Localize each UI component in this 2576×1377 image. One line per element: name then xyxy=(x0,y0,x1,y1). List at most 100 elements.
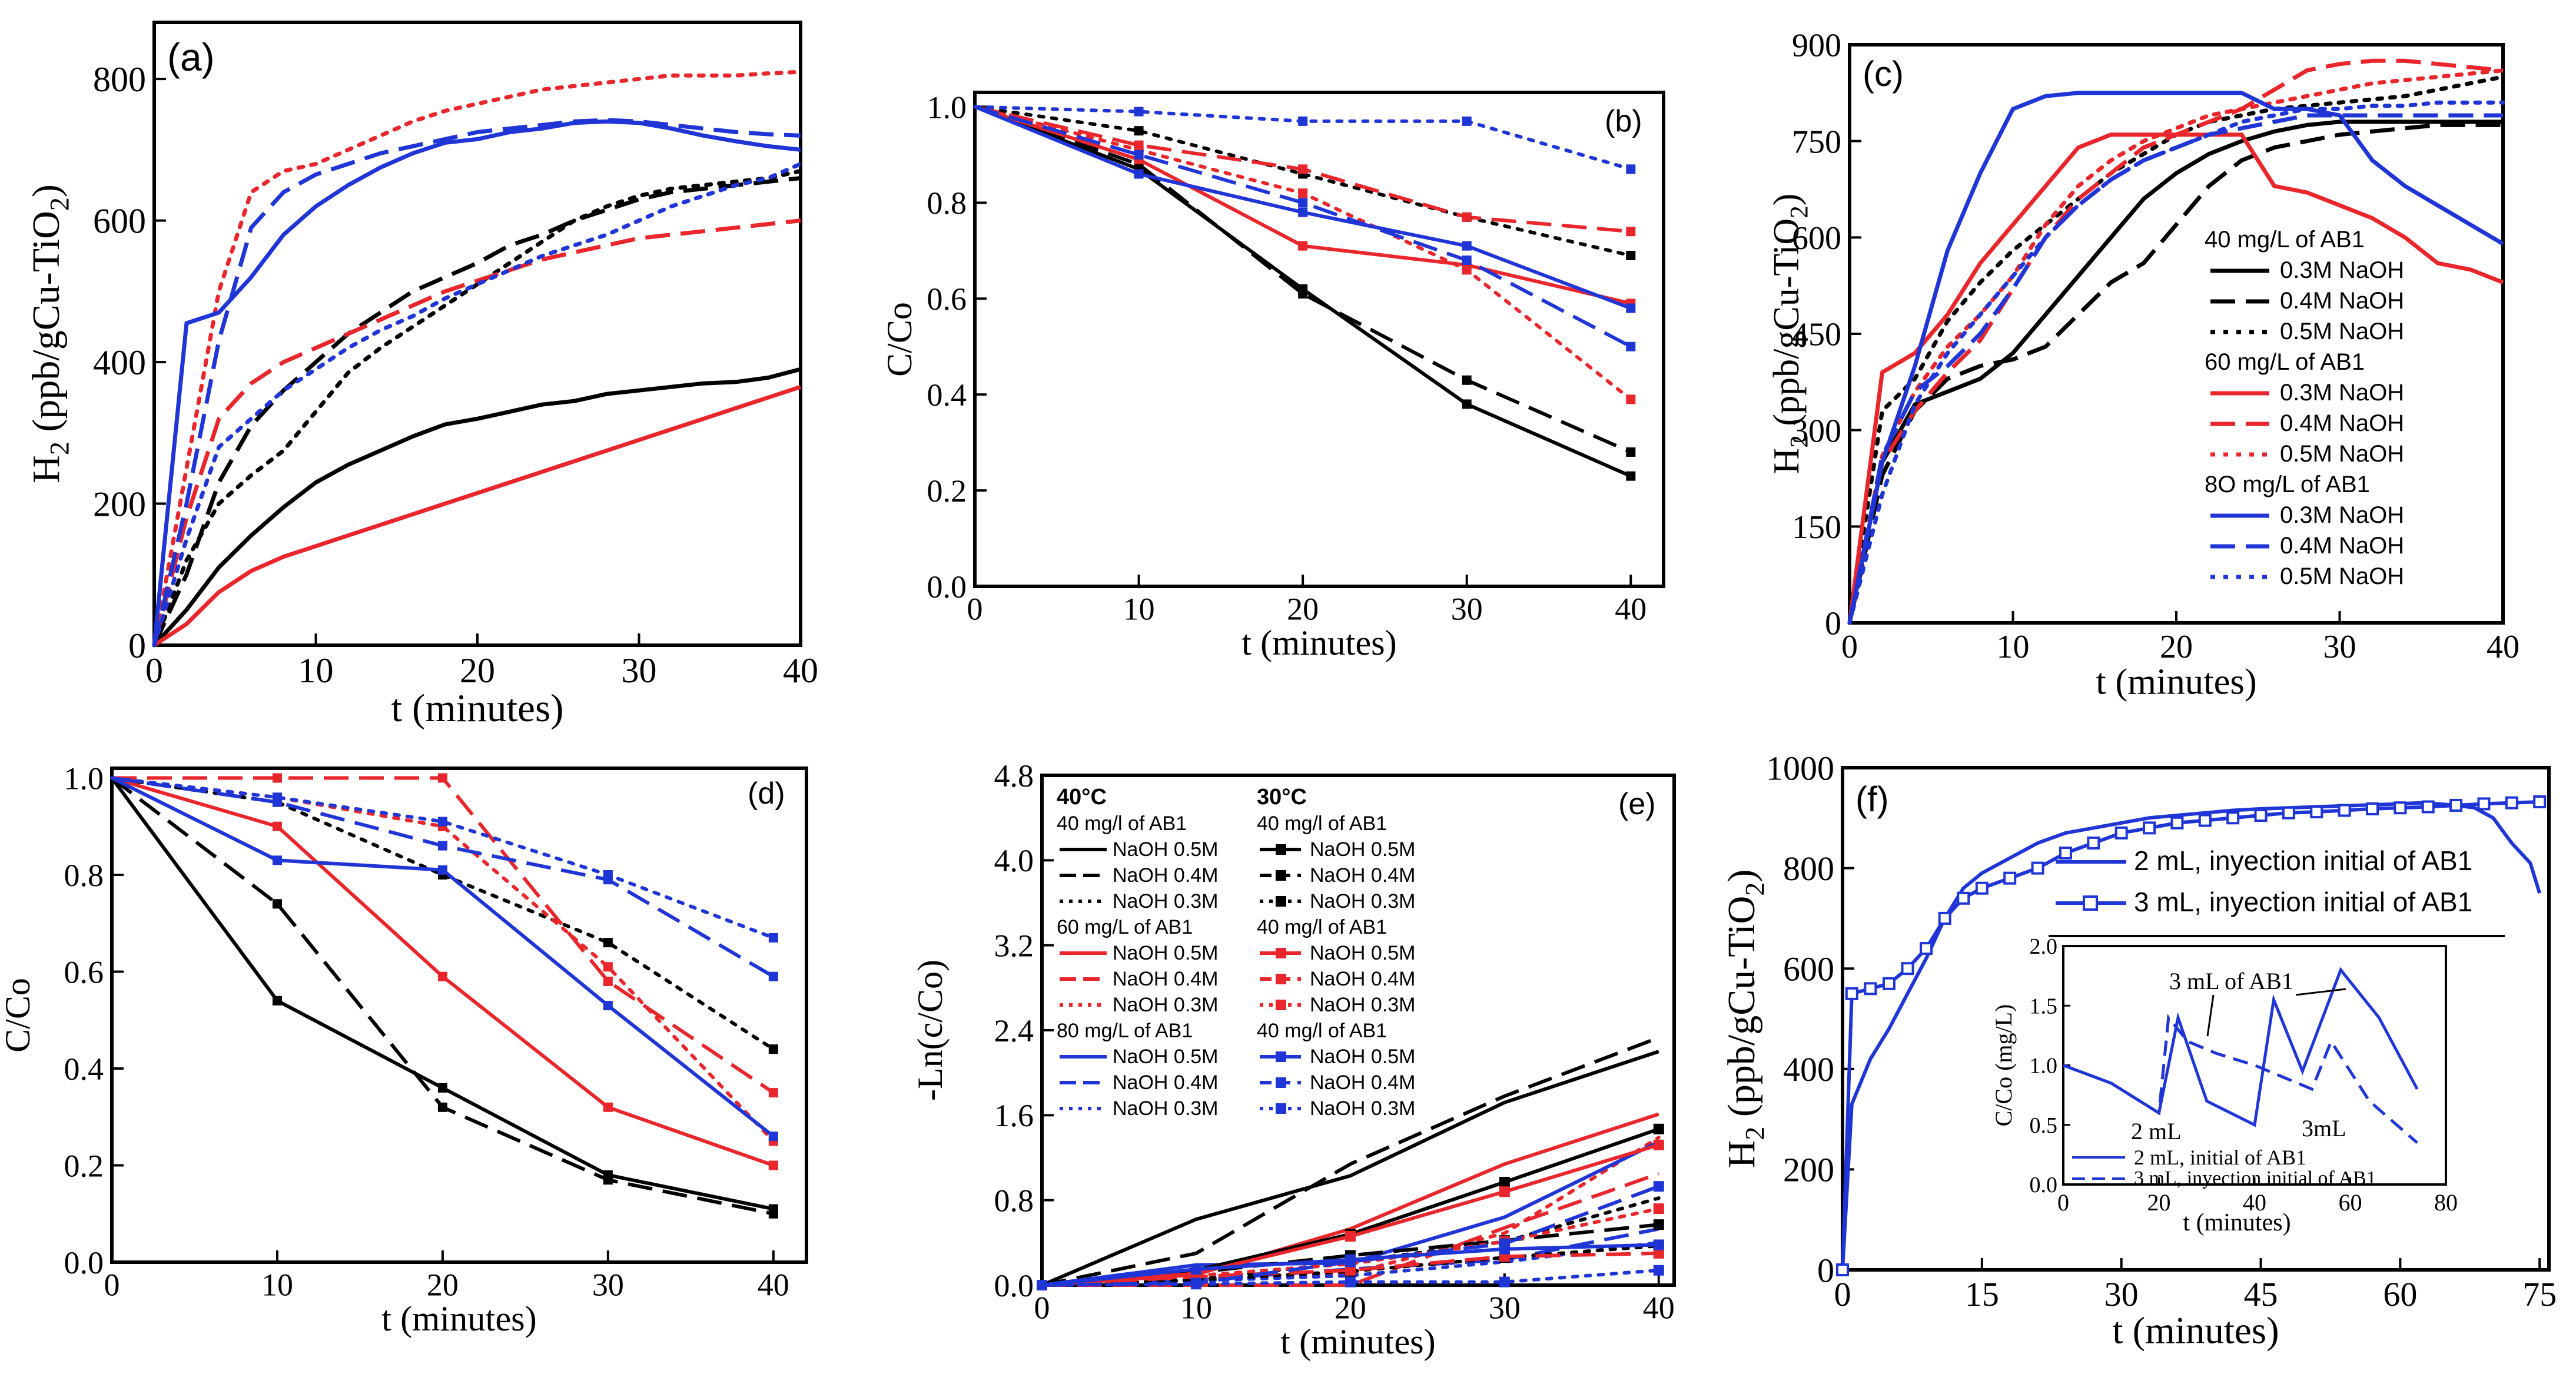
x-tick-label: 30 xyxy=(592,1267,624,1303)
x-axis-label: t (minutes) xyxy=(2112,1310,2279,1352)
series-line-0 xyxy=(152,367,801,647)
panel-tag: (f) xyxy=(1855,779,1889,819)
legend-item: NaOH 0.4M xyxy=(1310,1071,1416,1094)
legend-item: NaOH 0.3M xyxy=(1113,994,1219,1016)
series-line-1 xyxy=(1847,122,2503,623)
x-tick-label: 45 xyxy=(2244,1275,2278,1313)
legend-marker xyxy=(1276,870,1286,881)
y-tick-label: 0.0 xyxy=(927,569,967,605)
x-axis-label: t (minutes) xyxy=(391,686,564,730)
panel-e: 0 10 20 30 40 0.0 0.8 1.6 2.4 3.2 4.0 4.8 t (minutes… xyxy=(911,758,1676,1362)
data-point xyxy=(2059,847,2072,860)
data-point xyxy=(2226,811,2240,825)
x-tick-label: 10 xyxy=(298,651,334,690)
data-point xyxy=(1626,471,1636,481)
series-line-10 xyxy=(1041,1223,1659,1287)
data-point xyxy=(1653,1265,1664,1276)
x-axis-label: t (minutes) xyxy=(1241,623,1397,663)
legend-col-title: 40°C xyxy=(1057,785,1107,809)
data-point xyxy=(603,1175,613,1185)
y-tick-label: 0.8 xyxy=(64,858,104,893)
legend-item: 3 mL, inyection initial of AB1 xyxy=(2134,887,2472,917)
data-point xyxy=(768,1088,778,1098)
x-tick-label: 20 xyxy=(2160,629,2193,665)
y-tick-label: 450 xyxy=(1792,317,1841,353)
legend-group-title: 60 mg/L of AB1 xyxy=(1057,916,1193,938)
data-point xyxy=(272,773,282,783)
data-point xyxy=(1957,891,1970,905)
legend-marker xyxy=(1276,1077,1286,1088)
y-tick-label: 1.6 xyxy=(994,1098,1034,1133)
data-point xyxy=(1462,241,1472,251)
series-line-8 xyxy=(1847,100,2505,625)
x-tick-label: 30 xyxy=(622,651,657,690)
data-point xyxy=(1836,1263,1849,1276)
data-point xyxy=(2533,795,2547,809)
data-point xyxy=(2087,836,2100,850)
x-axis-label: t (minutes) xyxy=(1280,1322,1436,1362)
y-tick-label: 0.2 xyxy=(64,1148,104,1183)
legend-item: NaOH 0.5M xyxy=(1310,1046,1416,1068)
x-tick-label: 10 xyxy=(261,1267,293,1303)
data-point xyxy=(437,1083,447,1093)
y-tick-label: 150 xyxy=(1792,509,1841,546)
data-point xyxy=(437,865,447,875)
series-line-6 xyxy=(152,119,801,646)
data-point xyxy=(1882,977,1896,990)
data-point xyxy=(2170,816,2184,829)
panel-d: 0 10 20 30 40 0.0 0.2 0.4 0.6 0.8 1.0 t (minutes) C/… xyxy=(0,761,808,1339)
x-tick-label: 20 xyxy=(1335,1290,1366,1326)
x-tick-label: 10 xyxy=(1180,1290,1212,1326)
data-point xyxy=(1499,1186,1510,1197)
x-tick-label: 40 xyxy=(758,1267,789,1303)
legend: 2 mL, inyection initial of AB1 3 mL, inye… xyxy=(2049,845,2505,937)
data-point xyxy=(1653,1219,1664,1230)
plot-frame xyxy=(110,767,808,1264)
legend-item: 0.5M NaOH xyxy=(2280,441,2404,467)
legend-item: NaOH 0.4M xyxy=(1310,968,1416,990)
y-tick-label: 600 xyxy=(1783,950,1834,988)
panel-tag: (a) xyxy=(167,35,215,79)
inset-x-tick-label: 60 xyxy=(2339,1189,2362,1216)
data-point xyxy=(1037,1280,1047,1290)
data-point xyxy=(437,1102,447,1112)
data-point xyxy=(2254,809,2268,822)
legend-marker xyxy=(1276,974,1286,984)
x-axis-label: t (minutes) xyxy=(2096,661,2256,702)
legend-group-title: 80 mg/L of AB1 xyxy=(1057,1020,1193,1042)
inset-y-tick-label: 1.5 xyxy=(2030,994,2058,1018)
data-point xyxy=(2449,798,2463,812)
data-point xyxy=(768,933,778,943)
plot-frame xyxy=(973,91,1665,588)
data-point xyxy=(603,938,613,948)
data-point xyxy=(768,1132,778,1142)
data-point xyxy=(1626,164,1636,174)
data-point xyxy=(1462,116,1472,126)
panel-tag: (e) xyxy=(1618,787,1656,821)
inset-series-line-1 xyxy=(2063,1014,2418,1144)
y-axis-label: C/Co xyxy=(880,302,919,377)
series-line-3 xyxy=(153,384,802,647)
y-tick-label: 1.0 xyxy=(927,89,967,125)
x-tick-label: 60 xyxy=(2383,1275,2417,1313)
legend-item: 0.3M NaOH xyxy=(2280,502,2404,528)
series-line-11 xyxy=(1040,1244,1661,1287)
data-point xyxy=(1626,447,1636,457)
data-point xyxy=(603,1102,613,1112)
legend-item: 0.5M NaOH xyxy=(2280,318,2404,344)
legend-item: NaOH 0.4M xyxy=(1113,1071,1219,1094)
legend-marker xyxy=(2083,895,2098,911)
data-point xyxy=(1653,1139,1664,1150)
legend-marker xyxy=(1276,1000,1286,1010)
series-line-5 xyxy=(973,105,1633,402)
y-tick-label: 750 xyxy=(1792,124,1841,160)
legend-group-title: 40 mg/l of AB1 xyxy=(1257,812,1387,835)
data-point xyxy=(1298,207,1308,217)
series-line-5 xyxy=(1847,68,2505,625)
data-point xyxy=(437,773,447,783)
series-line-13 xyxy=(1041,1251,1659,1287)
legend-item: 0.3M NaOH xyxy=(2280,380,2404,406)
series-line-6 xyxy=(1847,91,2504,623)
plot-frame xyxy=(152,21,802,647)
inset-x-tick-label: 40 xyxy=(2243,1189,2266,1216)
